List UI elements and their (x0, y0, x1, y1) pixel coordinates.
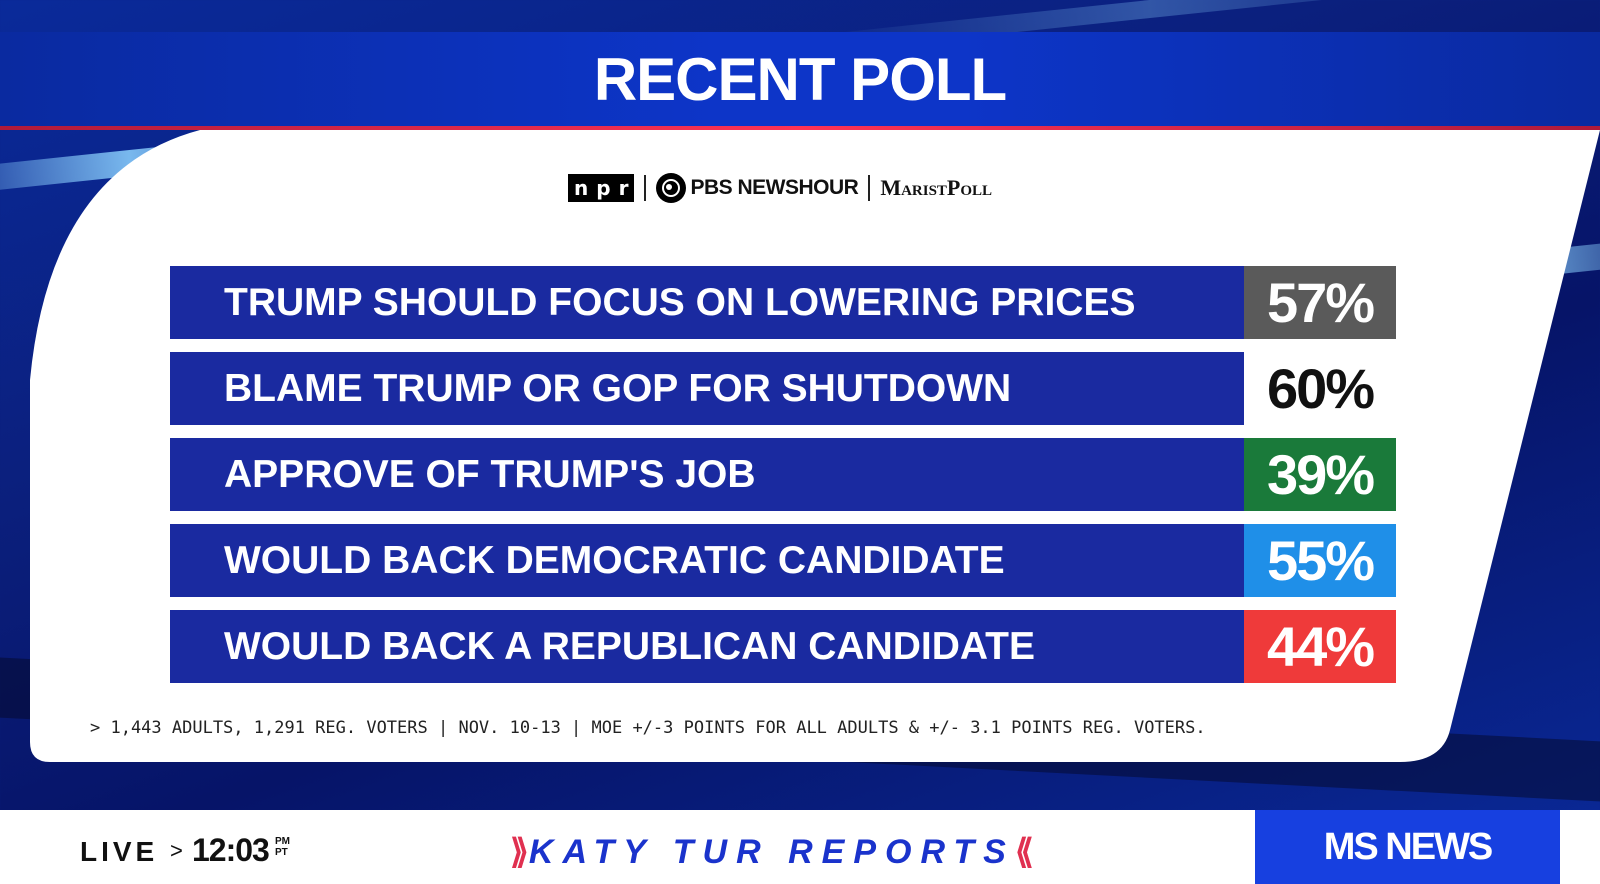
show-name: KATY TUR REPORTS (528, 833, 1015, 871)
poll-footnote: > 1,443 ADULTS, 1,291 REG. VOTERS | NOV.… (90, 718, 1206, 738)
title-band: RECENT POLL (0, 32, 1600, 130)
live-indicator: LIVE (80, 836, 159, 867)
chevron-right-icon: > (170, 838, 183, 863)
sponsor-logos: n p r PBS NEWSHOUR MaristPoll (568, 172, 992, 204)
poll-row-label: WOULD BACK A REPUBLICAN CANDIDATE (170, 610, 1244, 683)
pbs-label: PBS NEWSHOUR (690, 176, 859, 199)
poll-row: WOULD BACK A REPUBLICAN CANDIDATE 44% (170, 610, 1396, 683)
poll-row: BLAME TRUMP OR GOP FOR SHUTDOWN 60% (170, 352, 1396, 425)
chevron-left-icon: ⟪ (1014, 833, 1034, 871)
poll-row-label: APPROVE OF TRUMP'S JOB (170, 438, 1244, 511)
npr-letter: n (574, 176, 589, 200)
poll-row-value: 39% (1244, 438, 1396, 511)
clock-time: 12:03 (192, 832, 270, 868)
poll-row-value: 57% (1244, 266, 1396, 339)
poll-row-label: BLAME TRUMP OR GOP FOR SHUTDOWN (170, 352, 1244, 425)
npr-logo: n p r (568, 174, 635, 202)
poll-row-value: 55% (1244, 524, 1396, 597)
poll-row: APPROVE OF TRUMP'S JOB 39% (170, 438, 1396, 511)
poll-row-value: 60% (1244, 352, 1396, 425)
poll-row: TRUMP SHOULD FOCUS ON LOWERING PRICES 57… (170, 266, 1396, 339)
poll-row-value: 44% (1244, 610, 1396, 683)
poll-row-label: WOULD BACK DEMOCRATIC CANDIDATE (170, 524, 1244, 597)
chevron-right-icon: ⟫ (510, 833, 529, 871)
divider (644, 175, 647, 201)
pbs-logo: PBS NEWSHOUR (656, 173, 859, 203)
time-zone: PM PT (275, 836, 290, 858)
page-title: RECENT POLL (593, 45, 1007, 113)
network-logo: MS NEWS (1255, 810, 1560, 884)
poll-row: WOULD BACK DEMOCRATIC CANDIDATE 55% (170, 524, 1396, 597)
poll-row-label: TRUMP SHOULD FOCUS ON LOWERING PRICES (170, 266, 1244, 339)
tz-label: PT (275, 847, 288, 858)
poll-rows: TRUMP SHOULD FOCUS ON LOWERING PRICES 57… (170, 266, 1396, 696)
npr-letter: r (618, 176, 629, 200)
pbs-head-icon (656, 173, 687, 203)
npr-letter: p (596, 176, 611, 200)
ampm-label: PM (275, 836, 290, 847)
show-title: ⟫KATY TUR REPORTS⟪ (510, 832, 1034, 872)
divider (868, 175, 871, 201)
marist-logo: MaristPoll (880, 175, 993, 200)
